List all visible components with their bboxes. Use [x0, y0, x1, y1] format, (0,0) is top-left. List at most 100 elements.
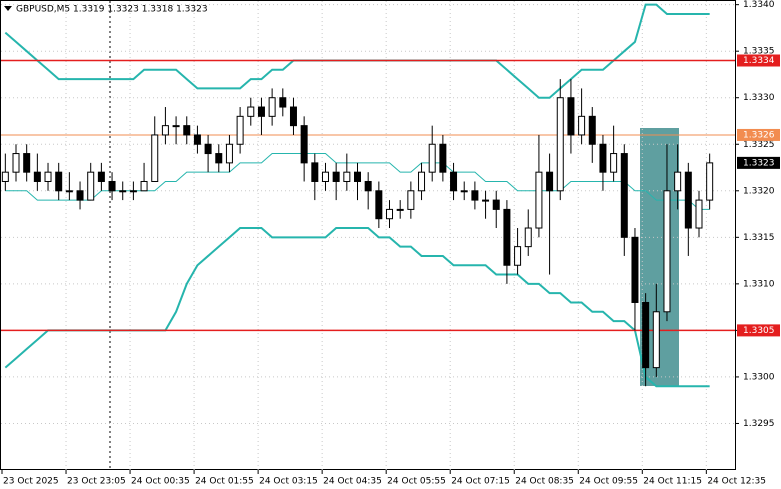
candle-body: [375, 190, 383, 220]
x-tick-label: 24 Oct 00:35: [131, 477, 190, 487]
x-tick-label: 24 Oct 08:35: [515, 477, 574, 487]
candle-body: [439, 143, 447, 173]
candle-body: [556, 97, 564, 192]
candle-body: [44, 171, 52, 182]
y-tick-label: 1.3325: [743, 140, 775, 150]
candle-body: [492, 199, 500, 210]
candle-body: [23, 153, 31, 173]
candle-body: [119, 190, 127, 193]
candle-body: [535, 171, 543, 229]
y-tick-label: 1.3295: [743, 419, 775, 429]
candle-body: [396, 208, 404, 211]
candle-body: [151, 134, 159, 182]
x-tick-label: 23 Oct 23:05: [67, 477, 126, 487]
candle-body: [33, 171, 41, 182]
level-label: 1.3305: [743, 326, 775, 336]
candle-body: [236, 115, 244, 145]
plot-frame: [0, 0, 736, 470]
candle-body: [257, 106, 265, 117]
candle-body: [97, 171, 105, 182]
marks: [1, 1, 735, 470]
candle-body: [332, 171, 340, 182]
candle-body: [65, 190, 73, 193]
x-tick-label: 24 Oct 05:55: [387, 477, 446, 487]
candle-body: [343, 171, 351, 182]
candle-body: [268, 97, 276, 117]
level-label: 1.3326: [743, 130, 775, 140]
candle-body: [620, 153, 628, 238]
candle-body: [364, 180, 372, 192]
chart-title: GBPUSD,M5 1.3319 1.3323 1.3318 1.3323: [16, 5, 208, 15]
candle-body: [663, 190, 671, 313]
level-label-box: [737, 54, 780, 67]
candle-body: [129, 190, 137, 193]
candle-body: [140, 180, 148, 192]
candle-body: [514, 246, 522, 266]
x-tick-label: 24 Oct 11:15: [643, 477, 702, 487]
level-label: 1.3334: [743, 56, 775, 66]
candle-body: [108, 180, 116, 192]
candle-body: [567, 97, 575, 136]
candle-body: [599, 143, 607, 173]
candle-body: [546, 171, 554, 192]
candle-body: [460, 190, 468, 193]
candle-body: [76, 190, 84, 201]
candle-body: [311, 162, 319, 182]
candle-body: [674, 171, 682, 192]
candle-body: [279, 97, 287, 108]
x-tick-label: 24 Oct 09:55: [579, 477, 638, 487]
candle-body: [87, 171, 95, 201]
candle-body: [193, 134, 201, 145]
y-tick-label: 1.3310: [743, 279, 775, 289]
candle-body: [386, 208, 394, 220]
candle-body: [684, 171, 692, 229]
candle-body: [300, 125, 308, 164]
candle-body: [450, 171, 458, 192]
candle-body: [407, 190, 415, 210]
candle-body: [578, 115, 586, 136]
y-tick-label: 1.3320: [743, 186, 775, 196]
candle-body: [161, 125, 169, 136]
candle-body: [12, 153, 20, 173]
candle-body: [247, 106, 255, 117]
y-tick-label: 1.3335: [743, 47, 775, 57]
candle-body: [354, 171, 361, 182]
y-tick-label: 1.3340: [743, 0, 775, 10]
candle-body: [524, 227, 532, 248]
candle-body: [652, 311, 660, 369]
last-price-box: [737, 156, 780, 169]
candle-body: [503, 208, 511, 266]
y-tick-label: 1.3330: [743, 93, 775, 103]
candle-body: [225, 143, 233, 164]
y-tick-label: 1.3300: [743, 372, 775, 382]
candle-body: [321, 171, 329, 182]
candle-body: [183, 125, 191, 136]
last-price-label: 1.3323: [743, 158, 775, 168]
candle-body: [172, 125, 180, 128]
level-label-box: [737, 128, 780, 141]
x-tick-label: 23 Oct 2025: [3, 477, 59, 487]
candle-body: [482, 199, 490, 202]
candle-body: [55, 171, 63, 192]
candle-body: [610, 153, 618, 173]
x-tick-label: 24 Oct 12:35: [707, 477, 766, 487]
x-tick-label: 24 Oct 07:15: [451, 477, 510, 487]
level-label-box: [737, 324, 780, 337]
candle-body: [631, 236, 639, 303]
candle-body: [418, 171, 426, 192]
x-tick-label: 24 Oct 04:35: [323, 477, 382, 487]
candle-body: [588, 115, 596, 145]
candle-body: [1, 171, 9, 182]
x-tick-label: 24 Oct 03:15: [259, 477, 318, 487]
candle-body: [706, 162, 714, 201]
candle-body: [215, 153, 223, 164]
y-tick-label: 1.3315: [743, 233, 775, 243]
candle-body: [289, 106, 297, 127]
candle-body: [695, 199, 703, 229]
candle-body: [642, 301, 650, 369]
title-arrow: [4, 6, 12, 11]
candle-body: [471, 190, 479, 201]
x-tick-label: 24 Oct 01:55: [195, 477, 254, 487]
